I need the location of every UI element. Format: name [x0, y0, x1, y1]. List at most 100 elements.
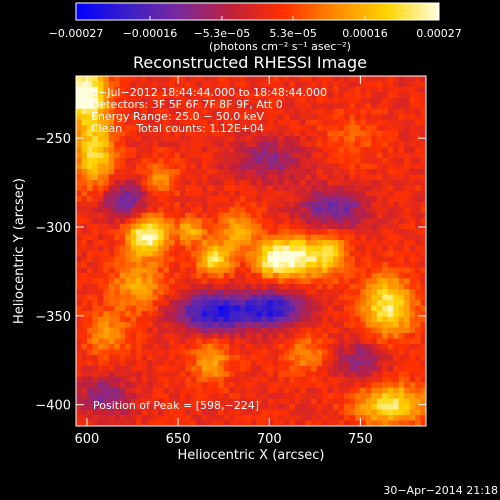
heatmap-cell: [147, 420, 154, 426]
heatmap-cell: [76, 349, 83, 356]
heatmap-cell: [201, 278, 208, 285]
heatmap-cell: [305, 130, 312, 137]
heatmap-cell: [327, 190, 334, 197]
heatmap-cell: [251, 179, 258, 186]
heatmap-cell: [223, 404, 230, 411]
heatmap-cell: [415, 261, 422, 269]
heatmap-cell: [147, 168, 154, 176]
heatmap-cell: [365, 158, 372, 165]
heatmap-cell: [360, 201, 367, 208]
heatmap-cell: [179, 76, 186, 83]
heatmap-cell: [327, 185, 334, 192]
heatmap-cell: [415, 398, 422, 405]
heatmap-cell: [158, 97, 165, 104]
heatmap-cell: [234, 272, 241, 279]
heatmap-cell: [316, 136, 323, 143]
heatmap-cell: [382, 114, 389, 121]
heatmap-cell: [136, 196, 143, 203]
heatmap-cell: [125, 185, 132, 192]
heatmap-cell: [322, 322, 329, 329]
heatmap-cell: [365, 398, 372, 405]
heatmap-cell: [333, 81, 340, 88]
heatmap-cell: [316, 305, 323, 312]
heatmap-cell: [229, 300, 236, 307]
heatmap-cell: [278, 404, 285, 411]
heatmap-cell: [382, 376, 389, 383]
heatmap-cell: [141, 294, 148, 301]
heatmap-cell: [163, 92, 170, 99]
heatmap-cell: [174, 338, 181, 345]
heatmap-cell: [398, 207, 405, 214]
heatmap-cell: [212, 234, 219, 241]
heatmap-cell: [130, 223, 137, 230]
heatmap-cell: [185, 322, 192, 329]
heatmap-cell: [245, 272, 252, 279]
heatmap-cell: [272, 327, 279, 334]
heatmap-cell: [283, 86, 290, 94]
heatmap-cell: [261, 163, 269, 170]
heatmap-cell: [212, 185, 219, 192]
heatmap-cell: [420, 409, 426, 416]
heatmap-cell: [393, 333, 400, 340]
heatmap-cell: [267, 158, 274, 165]
heatmap-cell: [207, 261, 214, 269]
heatmap-cell: [108, 311, 115, 318]
heatmap-cell: [376, 218, 383, 225]
heatmap-cell: [376, 338, 383, 345]
heatmap-cell: [365, 201, 372, 208]
heatmap-cell: [311, 354, 318, 361]
heatmap-cell: [354, 147, 361, 154]
heatmap-cell: [360, 119, 367, 126]
heatmap-cell: [261, 168, 269, 176]
heatmap-cell: [278, 103, 285, 110]
heatmap-cell: [190, 251, 197, 258]
heatmap-cell: [393, 289, 400, 296]
heatmap-cell: [158, 147, 165, 154]
heatmap-cell: [130, 92, 137, 99]
heatmap-cell: [272, 409, 279, 416]
heatmap-cell: [382, 267, 389, 274]
heatmap-cell: [316, 251, 323, 258]
heatmap-cell: [283, 376, 290, 383]
heatmap-cell: [343, 343, 351, 351]
heatmap-cell: [163, 141, 170, 148]
heatmap-cell: [81, 382, 88, 389]
heatmap-cell: [240, 168, 247, 176]
heatmap-cell: [382, 81, 389, 88]
heatmap-cell: [327, 311, 334, 318]
heatmap-cell: [212, 97, 219, 104]
heatmap-cell: [163, 174, 170, 181]
heatmap-cell: [229, 97, 236, 104]
heatmap-cell: [174, 141, 181, 148]
heatmap-cell: [420, 415, 426, 422]
heatmap-cell: [343, 114, 351, 121]
heatmap-cell: [316, 141, 323, 148]
heatmap-cell: [163, 97, 170, 104]
heatmap-cell: [152, 311, 159, 318]
heatmap-cell: [212, 283, 219, 290]
heatmap-cell: [114, 327, 121, 334]
heatmap-cell: [300, 283, 307, 290]
heatmap-cell: [152, 174, 159, 181]
heatmap-cell: [322, 267, 329, 274]
heatmap-cell: [322, 409, 329, 416]
heatmap-cell: [251, 283, 258, 290]
heatmap-cell: [311, 404, 318, 411]
heatmap-cell: [278, 272, 285, 279]
heatmap-cell: [141, 125, 148, 132]
heatmap-cell: [114, 196, 121, 203]
heatmap-cell: [404, 152, 411, 159]
heatmap-cell: [92, 163, 99, 170]
heatmap-cell: [338, 86, 345, 94]
heatmap-cell: [371, 322, 378, 329]
heatmap-cell: [333, 136, 340, 143]
heatmap-cell: [185, 420, 192, 426]
heatmap-cell: [152, 245, 159, 252]
heatmap-cell: [409, 404, 416, 411]
heatmap-cell: [415, 365, 422, 372]
heatmap-cell: [81, 333, 88, 340]
heatmap-cell: [207, 223, 214, 230]
heatmap-cell: [338, 409, 345, 416]
heatmap-cell: [398, 97, 405, 104]
heatmap-cell: [316, 294, 323, 301]
